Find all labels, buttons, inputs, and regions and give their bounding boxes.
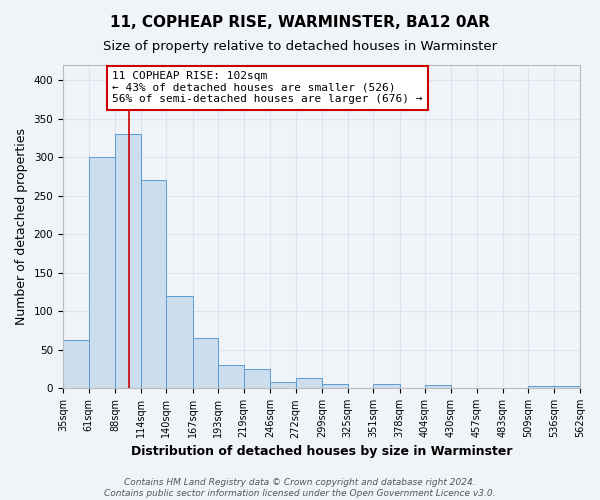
Text: Size of property relative to detached houses in Warminster: Size of property relative to detached ho…	[103, 40, 497, 53]
Bar	[373, 384, 400, 388]
Bar	[218, 365, 244, 388]
Y-axis label: Number of detached properties: Number of detached properties	[15, 128, 28, 325]
Bar	[193, 338, 218, 388]
Bar	[528, 386, 554, 388]
Bar	[89, 158, 115, 388]
Bar	[322, 384, 347, 388]
Text: 11, COPHEAP RISE, WARMINSTER, BA12 0AR: 11, COPHEAP RISE, WARMINSTER, BA12 0AR	[110, 15, 490, 30]
Bar	[296, 378, 322, 388]
Bar	[270, 382, 296, 388]
Text: 11 COPHEAP RISE: 102sqm
← 43% of detached houses are smaller (526)
56% of semi-d: 11 COPHEAP RISE: 102sqm ← 43% of detache…	[112, 71, 422, 104]
Bar	[425, 386, 451, 388]
Bar	[244, 369, 270, 388]
Bar	[115, 134, 140, 388]
Bar	[166, 296, 193, 388]
Bar	[554, 386, 580, 388]
Text: Contains HM Land Registry data © Crown copyright and database right 2024.
Contai: Contains HM Land Registry data © Crown c…	[104, 478, 496, 498]
Bar	[140, 180, 166, 388]
X-axis label: Distribution of detached houses by size in Warminster: Distribution of detached houses by size …	[131, 444, 512, 458]
Bar	[63, 340, 89, 388]
